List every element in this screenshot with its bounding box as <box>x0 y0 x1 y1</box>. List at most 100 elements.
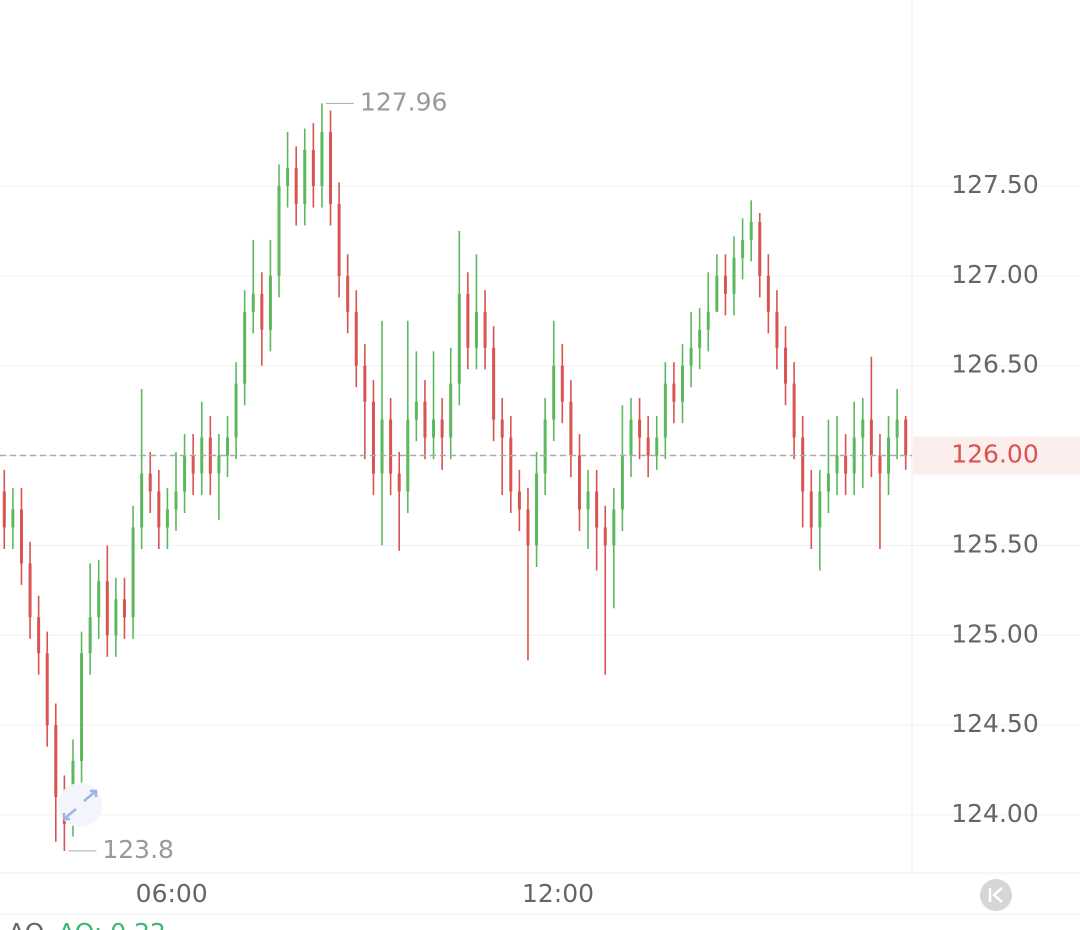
candle-body <box>835 455 839 474</box>
candle-body <box>672 383 676 402</box>
y-tick-label: 127.00 <box>951 260 1038 289</box>
candle-body <box>389 419 393 474</box>
candle-body <box>449 383 453 438</box>
candle-body <box>483 311 487 348</box>
candle-body <box>801 437 805 492</box>
candle-body <box>474 311 478 348</box>
candle-body <box>612 509 616 546</box>
x-tick-label: 06:00 <box>136 879 208 908</box>
candle-body <box>191 455 195 474</box>
candle-body <box>887 437 891 474</box>
candle-body <box>294 168 298 204</box>
candle-body <box>371 401 375 474</box>
candle-body <box>603 527 607 546</box>
candle-body <box>97 581 101 618</box>
candle-body <box>809 491 813 528</box>
candle-body <box>878 455 882 474</box>
candle-body <box>19 509 23 564</box>
candle-body <box>380 419 384 474</box>
candle-body <box>165 509 169 528</box>
extreme-label: 127.96 <box>360 87 447 116</box>
candle-body <box>732 257 736 294</box>
candle-body <box>354 311 358 366</box>
candle-body <box>638 419 642 438</box>
scroll-end-button[interactable] <box>980 879 1012 911</box>
candle-body <box>303 150 307 204</box>
candle-body <box>234 383 238 438</box>
candle-body <box>535 473 539 546</box>
candle-body <box>337 203 341 276</box>
y-tick-label: 127.50 <box>951 170 1038 199</box>
candle-body <box>620 455 624 510</box>
candle-body <box>826 473 830 492</box>
candle-body <box>105 581 109 636</box>
candle-body <box>277 185 281 276</box>
candle-body <box>775 311 779 348</box>
candle-body <box>655 437 659 456</box>
candle-body <box>131 527 135 618</box>
candle-body <box>45 653 49 726</box>
candle-body <box>543 419 547 474</box>
candle-body <box>766 275 770 312</box>
candle-body <box>552 365 556 420</box>
candle-body <box>844 455 848 474</box>
current-price-badge <box>913 436 1080 475</box>
candle-body <box>243 311 247 384</box>
y-tick-label: 126.50 <box>951 350 1038 379</box>
candle-body <box>723 275 727 294</box>
candle-body <box>363 365 367 402</box>
candle-body <box>329 132 333 204</box>
candle-body <box>174 491 178 510</box>
candle-body <box>286 168 290 186</box>
candle-body <box>268 275 272 330</box>
candle-body <box>114 599 118 636</box>
candle-body <box>440 419 444 438</box>
candle-body <box>758 221 762 276</box>
y-tick-label: 124.50 <box>951 709 1038 738</box>
candle-body <box>904 419 908 456</box>
indicator-value: AO: 0.22 <box>58 918 166 930</box>
indicator-name: AO <box>8 918 44 930</box>
candle-body <box>406 419 410 492</box>
candle-body <box>157 491 161 528</box>
candle-body <box>526 509 530 546</box>
candle-body <box>517 491 521 510</box>
candle-body <box>2 491 6 528</box>
candle-body <box>492 347 496 420</box>
y-tick-label: 124.00 <box>951 799 1038 828</box>
candle-body <box>37 617 41 654</box>
candle-body <box>861 419 865 438</box>
candle-body <box>320 132 324 186</box>
candle-body <box>792 383 796 438</box>
candle-body <box>251 293 255 312</box>
candle-body <box>895 419 899 438</box>
candle-body <box>681 365 684 402</box>
candle-body <box>706 311 710 330</box>
x-tick-label: 12:00 <box>522 879 594 908</box>
candle-body <box>869 419 873 456</box>
candle-body <box>509 437 513 492</box>
candle-body <box>784 347 788 384</box>
candle-body <box>346 275 350 312</box>
candle-body <box>260 293 264 330</box>
candle-body <box>54 725 58 797</box>
current-price-label: 126.00 <box>951 440 1038 469</box>
candle-body <box>715 275 719 312</box>
candle-body <box>629 419 633 456</box>
extreme-label: 123.8 <box>102 835 174 864</box>
candle-body <box>457 293 461 384</box>
candle-body <box>397 473 401 492</box>
y-tick-label: 125.50 <box>951 529 1038 558</box>
candle-body <box>432 419 436 438</box>
candle-body <box>818 491 822 528</box>
candle-body <box>11 509 15 528</box>
candle-body <box>80 653 84 762</box>
candle-body <box>577 455 581 510</box>
expand-icon[interactable] <box>58 783 102 827</box>
candle-body <box>88 617 92 654</box>
candle-body <box>646 437 650 456</box>
candle-body <box>689 347 693 366</box>
candle-body <box>595 491 599 528</box>
